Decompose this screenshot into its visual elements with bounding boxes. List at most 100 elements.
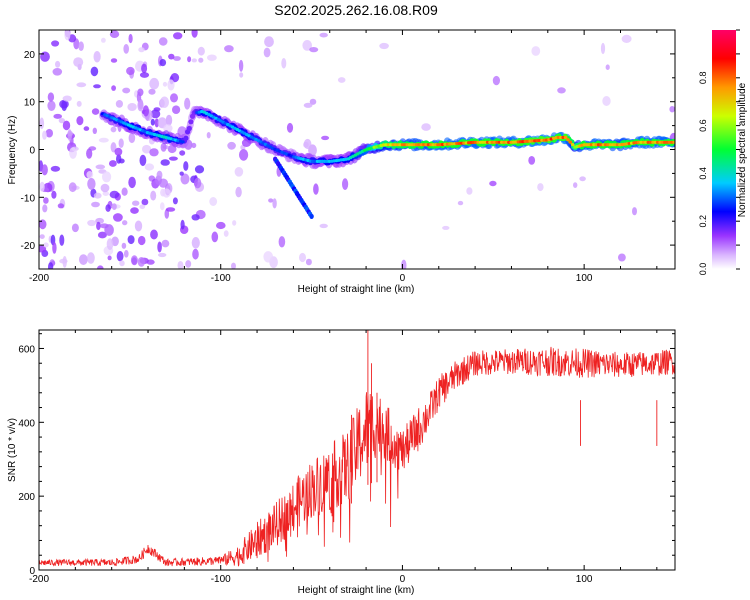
spectrogram-noise-cell — [52, 68, 63, 76]
spectrogram-noise-cell — [101, 37, 106, 43]
spectrogram-noise-cell — [191, 214, 200, 221]
spectrogram-noise-cell — [177, 261, 184, 269]
spectrogram-noise-cell — [168, 53, 175, 60]
spectrogram-noise-cell — [160, 142, 167, 152]
spectrogram-noise-cell — [139, 154, 147, 167]
snr-x-tick-label: 0 — [400, 574, 406, 585]
spectrogram-noise-cell — [107, 255, 112, 261]
spectrogram-noise-cell — [39, 219, 47, 230]
spectrogram-noise-cell — [126, 66, 135, 76]
spectrogram-noise-cell — [602, 96, 611, 106]
spectrogram-noise-cell — [128, 176, 136, 189]
spectrogram-noise-cell — [489, 180, 497, 187]
spectrogram-noise-cell — [531, 46, 541, 56]
spectrogram-noise-cell — [165, 114, 173, 126]
spectrogram-y-tick-label: -20 — [21, 241, 36, 252]
spectrogram-noise-cell — [92, 127, 98, 134]
spectrogram-noise-cell — [71, 223, 79, 233]
spectrogram-noise-cell — [109, 190, 120, 199]
spectrogram-y-tick-label: 0 — [29, 146, 35, 157]
spectrogram-noise-cell — [47, 92, 55, 102]
spectrogram-noise-cell — [96, 221, 101, 231]
spectrogram-noise-cell — [97, 265, 104, 269]
spectrogram-noise-cell — [57, 203, 65, 209]
snr-y-tick-label: 400 — [18, 418, 35, 429]
spectrogram-y-tick-label: 10 — [24, 98, 36, 109]
spectrogram-noise-cell — [605, 64, 610, 70]
spectrogram-noise-cell — [149, 77, 160, 90]
spectrogram-noise-cell — [142, 105, 149, 117]
spectrogram-noise-cell — [183, 161, 189, 171]
spectrogram-noise-cell — [197, 46, 205, 56]
spectrogram-noise-cell — [579, 176, 586, 182]
spectrogram-noise-cell — [264, 36, 274, 48]
spectrogram-noise-cell — [172, 197, 178, 205]
spectrogram-noise-cell — [42, 130, 47, 140]
spectrogram-noise-cell — [492, 75, 500, 86]
spectrogram-noise-cell — [191, 142, 197, 149]
spectrogram-noise-cell — [68, 182, 77, 193]
spectrogram-noise-cell — [87, 252, 95, 264]
spectrogram-noise-cell — [162, 188, 171, 198]
spectrogram-noise-cell — [618, 253, 626, 262]
colorbar-tick-label: 0.4 — [698, 167, 708, 180]
spectrogram-noise-cell — [73, 57, 84, 67]
spectrogram-noise-cell — [206, 132, 211, 139]
spectrogram-noise-cell — [158, 252, 167, 258]
colorbar-tick-label: 0.0 — [698, 263, 708, 276]
spectrogram-noise-cell — [39, 245, 47, 253]
spectrogram-noise-cell — [86, 171, 94, 179]
spectrogram-noise-cell — [48, 262, 54, 269]
spectrogram-noise-cell — [128, 132, 136, 144]
spectrogram-y-axis-label: Frequency (Hz) — [7, 116, 18, 185]
spectrogram-y-tick-label: -10 — [21, 193, 36, 204]
spectrogram-noise-cell — [109, 160, 117, 167]
spectrogram-noise-cell — [148, 88, 156, 95]
snr-axes: -200 -100 0 100 0 200 400 600 — [18, 330, 675, 585]
spectrogram-noise-cell — [232, 220, 237, 226]
spectrogram-noise-cell — [110, 142, 117, 153]
spectrogram-noise-cell — [62, 120, 71, 131]
snr-x-tick-label: 100 — [576, 574, 593, 585]
spectrogram-noise-cell — [185, 260, 192, 268]
spectrogram-noise-cell — [191, 237, 200, 249]
spectrogram-noise-cell — [59, 234, 65, 246]
spectrogram-noise-cell — [51, 40, 60, 47]
spectrogram-noise-cell — [180, 173, 190, 185]
spectrogram-noise-cell — [209, 197, 218, 206]
spectrogram-noise-cell — [281, 58, 287, 69]
spectrogram-ridge-peak — [570, 143, 575, 147]
snr-y-tick-label: 600 — [18, 344, 35, 355]
spectrogram-noise-cell — [139, 72, 150, 78]
colorbar-label: Normalized spectral amplitude — [737, 82, 748, 217]
spectrogram-noise-cell — [557, 87, 566, 94]
spectrogram-noise-cell — [235, 186, 242, 198]
spectrogram-noise-cell — [170, 93, 178, 103]
spectrogram-noise-cell — [78, 41, 84, 51]
snr-y-tick-label: 200 — [18, 492, 35, 503]
spectrogram-noise-cell — [86, 148, 93, 159]
spectrogram-noise-cell — [132, 200, 140, 206]
spectrogram-noise-cell — [194, 165, 205, 174]
spectrogram-noise-cell — [58, 118, 66, 124]
snr-marks — [39, 330, 675, 567]
spectrogram-ridge-peak — [566, 138, 570, 142]
spectrogram-noise-cell — [161, 239, 170, 248]
spectrogram-ridge-peak — [568, 140, 573, 144]
spectrogram-noise-cell — [122, 220, 128, 226]
snr-y-tick-label: 0 — [29, 566, 35, 577]
spectrogram-noise-cell — [193, 177, 202, 189]
spectrogram-ridge-peak — [672, 140, 675, 144]
spectrogram-noise-cell — [313, 183, 319, 195]
spectrogram-noise-cell — [156, 170, 163, 180]
spectrogram-noise-cell — [239, 72, 244, 78]
spectrogram-noise-cell — [278, 236, 286, 248]
spectrogram-noise-cell — [160, 96, 169, 108]
spectrogram-noise-cell — [321, 135, 330, 141]
spectrogram-noise-cell — [42, 204, 48, 213]
spectrogram-noise-cell — [160, 159, 170, 166]
spectrogram-noise-cell — [52, 242, 57, 254]
spectrogram-noise-cell — [142, 144, 152, 154]
spectrogram-noise-cell — [224, 45, 234, 53]
